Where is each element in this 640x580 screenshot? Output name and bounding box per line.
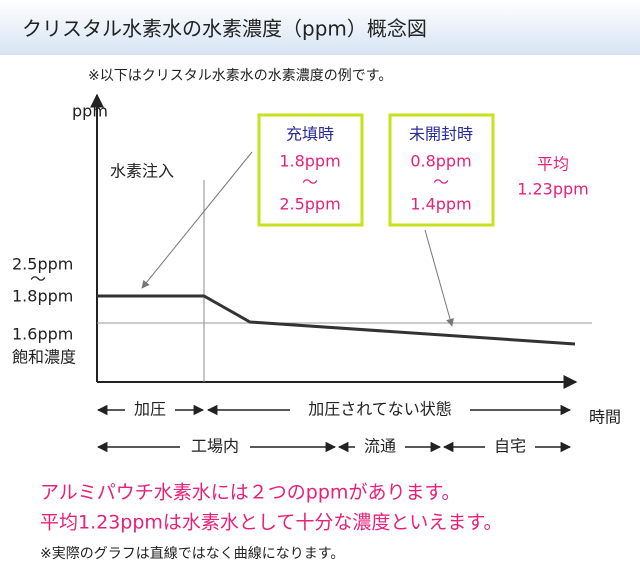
phase-label: 加圧されてない状態 — [308, 400, 452, 419]
left-label: 1.8ppm — [12, 287, 73, 306]
left-label: ～ — [30, 270, 46, 289]
note: ※以下はクリスタル水素水の水素濃度の例です。 — [88, 68, 392, 84]
injection-label: 水素注入 — [110, 162, 174, 181]
message: アルミパウチ水素水には２つのppmがあります。 — [40, 482, 461, 504]
phase-arrows — [96, 404, 572, 453]
left-label: 1.6ppm — [12, 325, 73, 344]
footnote: ※実際のグラフは直線ではなく曲線になります。 — [40, 545, 344, 562]
chart-lines — [90, 93, 592, 389]
box-tilde: ～ — [302, 173, 318, 192]
header-band — [0, 0, 640, 55]
average-value: 1.23ppm — [517, 180, 589, 199]
place-label: 流通 — [364, 437, 396, 456]
box-value: 1.8ppm — [279, 152, 340, 171]
x-axis-label: 時間 — [589, 408, 621, 427]
average-label: 平均 — [537, 155, 569, 174]
box-title: 充填時 — [286, 125, 334, 144]
y-axis-label: ppm — [72, 102, 108, 121]
left-label: 2.5ppm — [12, 255, 73, 274]
message: 平均1.23ppmは水素水として十分な濃度といえます。 — [40, 512, 502, 534]
box-value: 0.8ppm — [410, 152, 471, 171]
place-label: 自宅 — [494, 437, 526, 456]
place-label: 工場内 — [191, 437, 239, 456]
box-title: 未開封時 — [409, 125, 473, 144]
box-tilde: ～ — [433, 173, 449, 192]
phase-label: 加圧 — [134, 400, 166, 419]
header-title: クリスタル水素水の水素濃度（ppm）概念図 — [22, 17, 427, 41]
box-value: 1.4ppm — [410, 195, 471, 214]
box-value: 2.5ppm — [279, 195, 340, 214]
left-label: 飽和濃度 — [12, 348, 76, 367]
